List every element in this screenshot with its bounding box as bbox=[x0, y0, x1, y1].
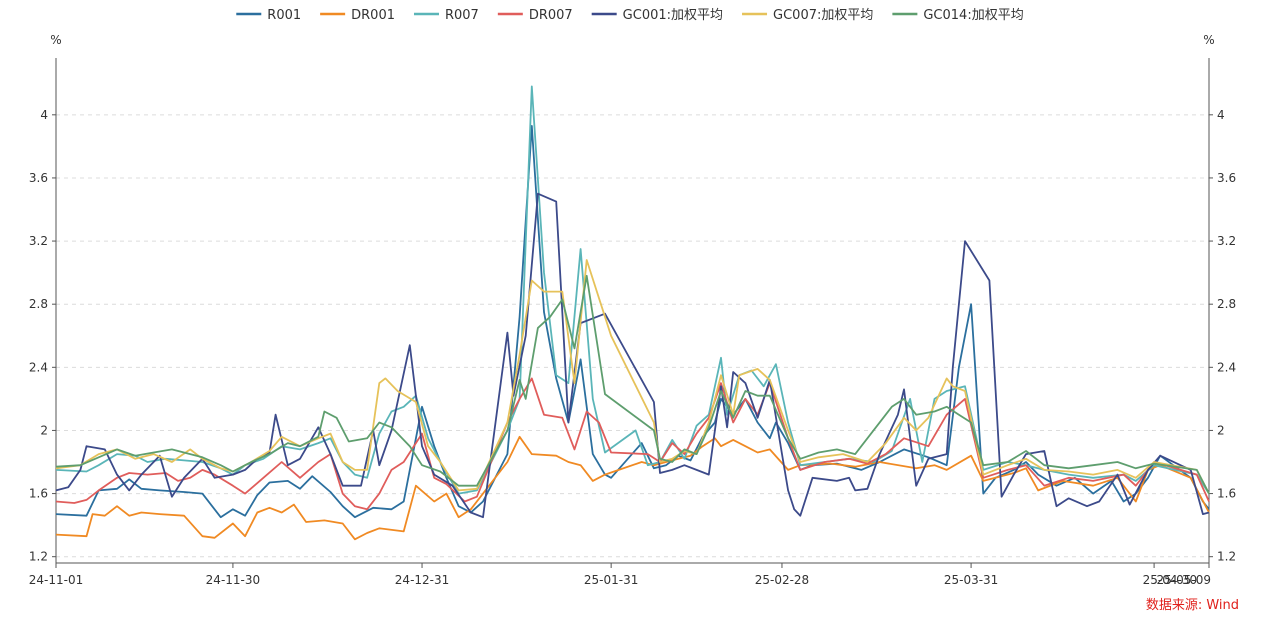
y-tick-label-left: 1.6 bbox=[29, 487, 48, 501]
legend-item-7[interactable]: GC014:加权平均 bbox=[892, 7, 1024, 23]
y-tick-label-left: 1.2 bbox=[29, 550, 48, 564]
x-tick-label: 25-03-31 bbox=[944, 573, 998, 587]
legend-label: GC001:加权平均 bbox=[623, 7, 723, 23]
series-line-7 bbox=[55, 274, 1210, 495]
series-line-1 bbox=[55, 125, 1210, 519]
source-note: 数据来源: Wind bbox=[1146, 598, 1239, 613]
legend-label: GC014:加权平均 bbox=[923, 7, 1023, 23]
series-line-5 bbox=[55, 192, 1210, 519]
legend-label: R001 bbox=[267, 8, 301, 23]
x-tick-label: 24-11-01 bbox=[29, 573, 83, 587]
y-tick-label-right: 3.2 bbox=[1217, 234, 1236, 248]
legend-item-6[interactable]: GC007:加权平均 bbox=[742, 7, 873, 23]
legend-item-3[interactable]: R007 bbox=[413, 8, 479, 23]
legend-item-1[interactable]: R001 bbox=[236, 8, 301, 23]
y-tick-label-right: 2.4 bbox=[1217, 360, 1236, 374]
series-line-4 bbox=[55, 377, 1210, 511]
y-tick-label-left: 4 bbox=[40, 108, 48, 122]
y-tick-label-right: 1.2 bbox=[1217, 550, 1236, 564]
left-axis-unit: % bbox=[50, 33, 61, 47]
legend-label: DR007 bbox=[529, 8, 573, 23]
x-tick-label: 25-04-30 bbox=[1143, 573, 1197, 587]
y-tick-label-right: 2.8 bbox=[1217, 297, 1236, 311]
legend-item-5[interactable]: GC001:加权平均 bbox=[591, 7, 723, 23]
x-tick-label: 25-05-09 bbox=[1157, 573, 1211, 587]
legend-label: DR001 bbox=[351, 8, 395, 23]
y-tick-label-right: 3.6 bbox=[1217, 171, 1236, 185]
x-tick-label: 25-02-28 bbox=[755, 573, 809, 587]
legend-item-2[interactable]: DR001 bbox=[320, 8, 395, 23]
x-tick-label: 24-11-30 bbox=[206, 573, 260, 587]
legend-label: R007 bbox=[445, 8, 479, 23]
legend: R001 DR001 R007 DR007 GC001:加权平均 GC007:加权平均 GC… bbox=[236, 7, 1024, 23]
y-tick-label-right: 4 bbox=[1217, 108, 1225, 122]
right-axis-unit: % bbox=[1203, 33, 1214, 47]
series-line-2 bbox=[55, 435, 1210, 541]
series-line-3 bbox=[55, 85, 1210, 495]
x-tick-label: 24-12-31 bbox=[395, 573, 449, 587]
x-tick-label: 25-01-31 bbox=[584, 573, 638, 587]
grid-lines bbox=[56, 114, 1209, 558]
y-tick-label-left: 3.2 bbox=[29, 234, 48, 248]
y-tick-label-left: 3.6 bbox=[29, 171, 48, 185]
series-line-6 bbox=[55, 259, 1210, 495]
y-tick-label-right: 2 bbox=[1217, 423, 1225, 437]
legend-label: GC007:加权平均 bbox=[773, 7, 873, 23]
y-tick-label-left: 2 bbox=[40, 423, 48, 437]
legend-item-4[interactable]: DR007 bbox=[497, 8, 573, 23]
axes: 1.2 1.2 1.6 1.6 2 2 2.4 2.4 2.8 2.8 3.2 3.2 3.6 3.6 4 4… bbox=[29, 58, 1236, 587]
y-tick-label-left: 2.8 bbox=[29, 297, 48, 311]
series-lines bbox=[55, 85, 1210, 541]
y-tick-label-left: 2.4 bbox=[29, 360, 48, 374]
y-tick-label-right: 1.6 bbox=[1217, 487, 1236, 501]
